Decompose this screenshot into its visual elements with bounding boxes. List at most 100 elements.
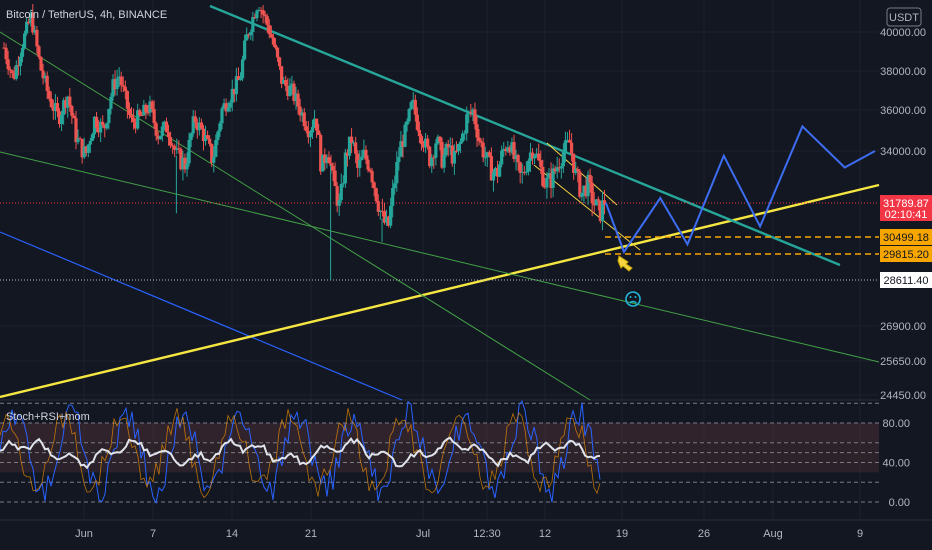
candles[interactable]: [2, 4, 607, 281]
candle-body: [600, 200, 605, 222]
candle-body: [148, 101, 152, 113]
candle-body: [475, 124, 479, 138]
candle-body: [255, 10, 259, 19]
candle-body: [216, 131, 220, 141]
candle-body: [74, 118, 78, 143]
candle-body: [80, 138, 84, 158]
candle-body: [500, 150, 504, 165]
candle-body: [481, 142, 485, 158]
candle-body: [66, 96, 70, 108]
candle-body: [452, 150, 456, 164]
currency-badge[interactable]: [886, 7, 922, 27]
candle-body: [290, 83, 294, 86]
candle-body: [55, 103, 60, 112]
candle-body: [259, 10, 263, 12]
candle-body: [374, 188, 378, 202]
candle-body: [495, 167, 500, 177]
osc-tick: 40.00: [882, 458, 910, 470]
candle-body: [473, 109, 477, 125]
candle-body: [240, 59, 245, 79]
candle-body: [115, 78, 119, 90]
candle-body: [193, 116, 197, 123]
candle-body: [393, 183, 397, 188]
candle-body: [6, 59, 10, 70]
candle-body: [448, 145, 452, 148]
price-badge[interactable]: [880, 246, 932, 262]
candle-body: [366, 159, 370, 170]
indicator-label[interactable]: Stoch+RSI+mom: [6, 411, 90, 423]
candle-body: [197, 122, 201, 131]
candle-body: [423, 138, 428, 148]
candle-body: [356, 153, 360, 168]
time-axis[interactable]: Jun 7 14 21 Jul 12:30 12 19 26 Aug 9: [0, 519, 932, 540]
candle-body: [528, 152, 533, 161]
candle-body: [570, 142, 574, 154]
candle-body: [265, 16, 269, 26]
candle-body: [59, 114, 64, 125]
candle-body: [179, 149, 183, 170]
candle-body: [469, 111, 473, 113]
channel-blue-line[interactable]: [0, 231, 403, 401]
projection-line[interactable]: [604, 124, 876, 255]
candle-body: [327, 157, 331, 164]
price-tick: 24450.00: [880, 390, 926, 402]
candle-body: [226, 107, 230, 112]
candle-body: [444, 144, 448, 156]
time-tick: 26: [698, 528, 710, 540]
candle-body: [8, 69, 12, 71]
candle-body: [191, 116, 195, 134]
candle-body: [14, 65, 18, 79]
candle-body: [354, 142, 358, 154]
candle-body: [45, 75, 49, 91]
candle-body: [158, 135, 162, 140]
price-badge[interactable]: [880, 272, 932, 288]
candle-body: [97, 127, 101, 133]
candle-body: [551, 168, 555, 188]
channel-mid-green-line[interactable]: [0, 151, 880, 363]
candle-body: [372, 182, 376, 189]
candle-body: [82, 146, 86, 158]
trend-lines[interactable]: [0, 4, 880, 401]
candle-body: [156, 135, 160, 140]
candle-body: [224, 103, 228, 112]
candle-body: [362, 149, 366, 157]
candle-body: [201, 128, 206, 141]
channel-lower-green-line[interactable]: [0, 31, 591, 401]
candle-body: [275, 47, 280, 58]
candle-body: [574, 169, 578, 174]
candle-body: [598, 200, 602, 222]
candle-body: [51, 107, 55, 111]
candle-body: [308, 132, 313, 138]
candle-body: [349, 136, 354, 143]
osc-band-mid: [0, 442, 879, 463]
candle-body: [434, 143, 438, 158]
candle-body: [436, 136, 440, 144]
resistance-teal-line[interactable]: [209, 4, 841, 267]
candle-body: [382, 211, 387, 223]
candle-body: [401, 141, 405, 147]
candle-body: [168, 137, 173, 146]
time-tick: 19: [616, 528, 628, 540]
wedge-top-line[interactable]: [546, 142, 618, 206]
candle-body: [594, 199, 598, 206]
candle-body: [64, 100, 68, 108]
candle-body: [413, 99, 417, 115]
price-badge[interactable]: [880, 195, 932, 221]
candle-body: [321, 154, 325, 172]
candle-body: [212, 156, 216, 163]
candle-body: [300, 112, 304, 116]
candle-body: [10, 70, 14, 74]
candle-body: [506, 147, 510, 152]
projection-path[interactable]: [604, 124, 876, 255]
candle-body: [463, 133, 467, 135]
price-badge[interactable]: [880, 229, 932, 245]
candle-body: [90, 134, 95, 141]
price-axis[interactable]: 40000.00 38000.00 36000.00 34000.00 26900.00…: [880, 27, 932, 509]
candle-body: [257, 10, 261, 12]
candle-body: [489, 156, 493, 181]
candle-body: [491, 172, 496, 181]
candle-body: [247, 34, 251, 36]
candle-body: [203, 135, 208, 141]
candle-body: [2, 47, 6, 49]
